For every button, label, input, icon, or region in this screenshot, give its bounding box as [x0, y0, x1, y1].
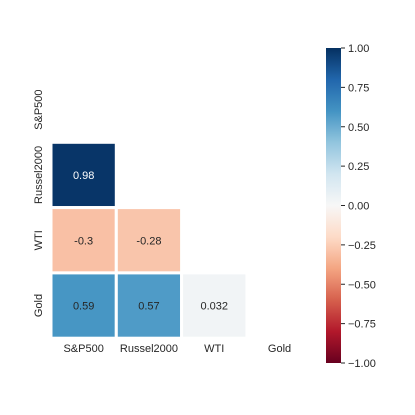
colorbar-tick-label-1: 0.75 [348, 82, 369, 94]
colorbar-tick-label-5: −0.25 [348, 240, 376, 252]
colorbar-tick-label-6: −0.50 [348, 279, 376, 291]
x-tick-label-1: Russel2000 [120, 343, 178, 355]
x-tick-label-2: WTI [204, 343, 224, 355]
cell-annotations: 0.98 -0.3 -0.28 0.59 0.57 0.032 [73, 170, 228, 313]
cell-value-label-gold-wti: 0.032 [200, 301, 228, 313]
colorbar-tick-label-3: 0.25 [348, 161, 369, 173]
y-tick-label-2: WTI [33, 230, 45, 250]
colorbar-tick-label-7: −0.75 [348, 319, 376, 331]
colorbar-tick-label-8: −1.00 [348, 358, 376, 370]
heatmap-cell-gold-russel2000 [114, 271, 184, 340]
y-tick-label-3: Gold [33, 294, 45, 317]
y-axis: S&P500 Russel2000 WTI Gold [33, 89, 45, 317]
y-tick-label-1: Russel2000 [33, 146, 45, 204]
x-tick-label-3: Gold [268, 343, 291, 355]
y-tick-label-0: S&P500 [33, 89, 45, 129]
cell-value-label-gold-s-p500: 0.59 [73, 301, 94, 313]
heatmap-cells [49, 140, 249, 340]
colorbar: 1.00 0.75 0.50 0.25 0.00 −0.25 −0.50 −0.75 −1.00 [326, 43, 376, 370]
cell-value-label-wti-s-p500: -0.3 [74, 235, 93, 247]
x-tick-label-0: S&P500 [63, 343, 103, 355]
x-axis: S&P500 Russel2000 WTI Gold [63, 343, 291, 355]
heatmap-cell-gold-wti [180, 271, 249, 340]
cell-value-label-wti-russel2000: -0.28 [136, 235, 161, 247]
cell-value-label-russel2000-s-p500: 0.98 [73, 170, 94, 182]
colorbar-gradient [326, 48, 341, 363]
colorbar-tick-label-2: 0.50 [348, 122, 369, 134]
colorbar-tick-label-4: 0.00 [348, 201, 369, 213]
colorbar-tick-label-0: 1.00 [348, 43, 369, 55]
cell-value-label-gold-russel2000: 0.57 [138, 301, 159, 313]
